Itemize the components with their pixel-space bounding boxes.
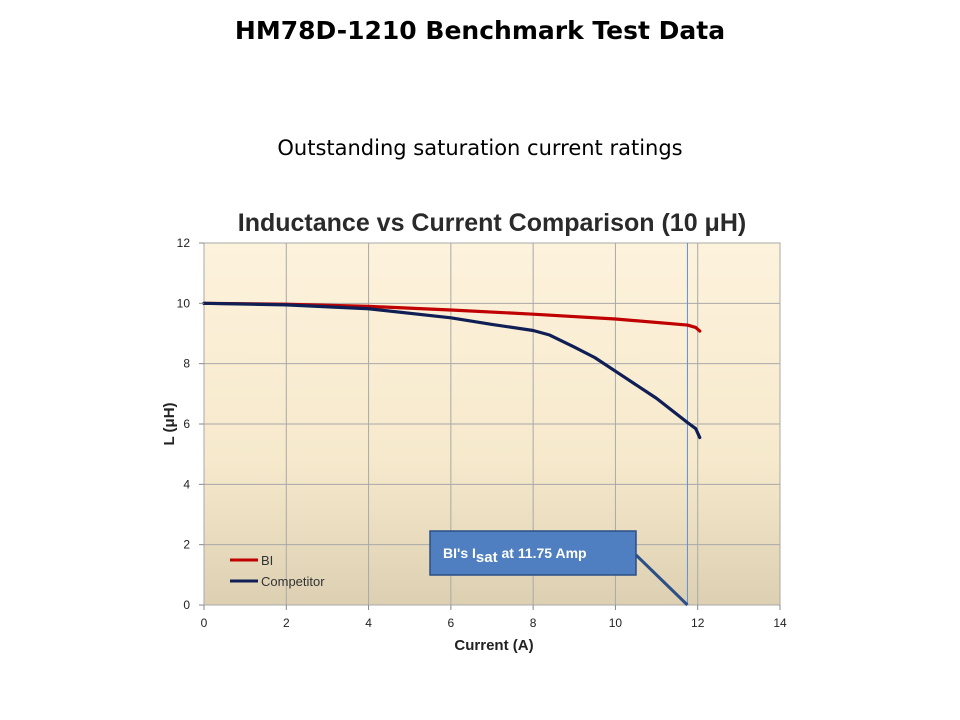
- y-tick-label: 2: [183, 538, 190, 552]
- x-axis-title: Current (A): [454, 637, 533, 654]
- tick-layer: 0 2 4 6 8 10 12 14 0 2 4 6 8 10 12: [177, 236, 787, 630]
- series-layer: [202, 301, 702, 440]
- x-tick-label: 8: [530, 616, 537, 630]
- x-tick-label: 12: [691, 616, 705, 630]
- x-tick-label: 2: [283, 616, 290, 630]
- y-tick-label: 10: [177, 296, 191, 310]
- callout-text-sub: sat: [476, 549, 498, 566]
- y-tick-label: 6: [183, 417, 190, 431]
- x-tick-label: 10: [609, 616, 623, 630]
- series-line-competitor: [202, 301, 702, 440]
- callout-label: BI's Isat at 11.75 Amp: [443, 545, 587, 566]
- x-tick-label: 0: [201, 616, 208, 630]
- callout-text-main: BI's I: [443, 545, 476, 561]
- x-tick-label: 14: [773, 616, 787, 630]
- x-tick-label: 6: [448, 616, 455, 630]
- isat-callout: BI's Isat at 11.75 Amp: [429, 530, 689, 607]
- legend: BI Competitor: [230, 553, 325, 589]
- callout-pointer: [634, 553, 689, 607]
- legend-label-bi: BI: [261, 553, 273, 568]
- x-tick-label: 4: [365, 616, 372, 630]
- y-axis-title: L (μH): [161, 402, 178, 445]
- slide-subtitle: Outstanding saturation current ratings: [277, 136, 683, 160]
- slide-title: HM78D-1210 Benchmark Test Data: [234, 16, 726, 45]
- y-tick-label: 12: [177, 236, 191, 250]
- legend-label-competitor: Competitor: [261, 574, 325, 589]
- callout-text-tail: at 11.75 Amp: [498, 545, 587, 561]
- y-tick-label: 0: [183, 598, 190, 612]
- y-tick-label: 4: [183, 477, 190, 491]
- y-tick-label: 8: [183, 357, 190, 371]
- callout-box: [429, 530, 637, 576]
- chart-title: Inductance vs Current Comparison (10 μH): [238, 209, 746, 237]
